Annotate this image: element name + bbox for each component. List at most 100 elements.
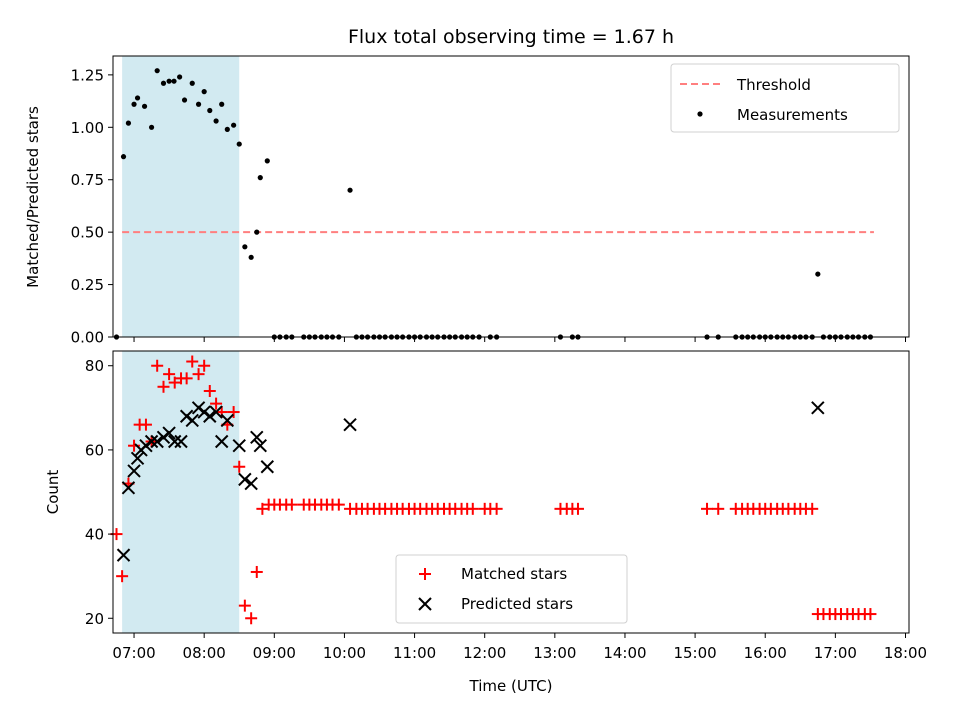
matched-star-point [466,502,479,515]
legend-threshold-label: Threshold [736,76,811,94]
matched-star-point [116,570,129,583]
x-tick-label: 18:00 [884,644,927,662]
predicted-star-point [209,405,223,419]
measurement-point [219,101,225,107]
y-tick-label: 20 [85,610,104,628]
matched-star-point [238,599,251,612]
matched-star-point [332,498,345,511]
count-legend: Matched stars Predicted stars [395,554,628,624]
x-tick-label: 17:00 [814,644,857,662]
measurement-point [224,126,230,132]
x-tick-label: 09:00 [253,644,296,662]
predicted-star-point [127,464,141,478]
measurement-point [154,68,160,74]
matched-star-point [864,608,877,621]
measurement-point [181,97,188,103]
measurement-point [231,122,237,128]
measurement-point [242,244,248,250]
matched-star-point [256,502,269,515]
predicted-star-point [168,434,182,449]
matched-star-point [806,502,819,515]
predicted-star-point [811,401,825,415]
matched-star-point [285,498,298,511]
measurement-point [160,80,167,86]
predicted-star-point [130,451,145,466]
y-tick-label: 0.25 [71,276,104,294]
measurement-point [213,118,219,124]
matched-star-point [490,502,503,515]
y-tick-label: 0.75 [71,171,104,189]
ratio-panel-frame [112,55,910,338]
measurement-point [134,95,141,101]
measurement-point [815,271,821,277]
predicted-star-point [214,434,229,449]
y-tick-label: 1.00 [71,119,104,137]
measurement-point [347,187,353,193]
legend-predicted-swatch [418,597,432,611]
predicted-star-point [162,426,176,440]
measurement-point [257,175,263,181]
measurement-point [236,141,242,147]
predicted-star-point [116,548,131,562]
matched-star-point [139,418,152,431]
measurement-point [177,74,183,80]
x-tick-label: 14:00 [603,644,646,662]
matched-star-point [712,502,725,515]
matched-star-point [250,565,263,578]
measurement-point [148,124,155,130]
predicted-star-point [203,409,217,423]
predicted-star-point [232,438,246,453]
count-y-axis-label: Count [44,470,62,515]
ratio-panel: 0.00 0.25 0.50 0.75 1.00 1.25 Matched/Predict… [24,55,910,347]
measurement-point [171,78,177,84]
matched-star-point [227,406,240,419]
matched-star-point [245,612,258,625]
y-tick-label: 0.00 [71,329,104,347]
predicted-star-point [220,413,235,428]
matched-star-point [203,384,216,397]
matched-star-point [157,380,170,393]
x-tick-label: 08:00 [183,644,226,662]
legend-predicted-label: Predicted stars [461,595,573,613]
count-panel-frame [112,350,910,634]
matched-star-point [180,372,193,385]
y-tick-label: 40 [85,526,104,544]
predicted-star-point [253,438,267,453]
measurement-point [201,89,207,95]
y-tick-label: 0.50 [71,224,104,242]
measurement-point [207,107,213,114]
x-tick-label: 11:00 [393,644,436,662]
matched-star-point [701,502,714,515]
matched-star-point [163,368,176,381]
predicted-star-point [121,481,136,495]
count-panel: 20 40 60 80 07:00 08:00 09:00 10:00 11:00 12:00 1… [44,350,927,695]
matched-star-point [192,368,205,381]
x-tick-label: 12:00 [463,644,506,662]
predicted-star-point [150,434,164,449]
x-tick-label: 13:00 [533,644,576,662]
matched-star-point [168,376,181,389]
matched-star-point [571,502,584,515]
y-tick-label: 60 [85,441,104,459]
x-tick-label: 15:00 [673,644,716,662]
predicted-star-point [238,472,252,487]
legend-measurements-label: Measurements [737,106,848,124]
measurement-point [131,101,137,107]
measurement-point [254,229,260,235]
predicted-star-point [250,430,264,444]
measurement-point [141,103,148,109]
matched-star-point [233,460,246,473]
ratio-legend: Threshold Measurements [670,63,900,133]
matched-star-point [151,359,164,372]
measurement-point [189,80,195,86]
predicted-star-point [343,417,357,432]
legend-measurements-swatch [697,111,703,117]
y-tick-label: 1.25 [71,66,104,84]
measurement-point [120,154,127,160]
y-tick-label: 80 [85,357,104,375]
measurement-point [166,78,172,84]
measurement-point [125,120,132,126]
x-tick-label: 10:00 [323,644,366,662]
predicted-star-point [174,434,188,449]
